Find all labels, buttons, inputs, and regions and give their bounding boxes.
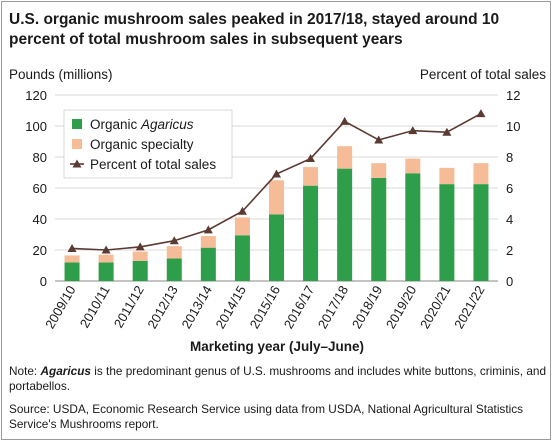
bar-agaricus [132, 260, 148, 281]
x-tick-label: 2010/11 [77, 283, 113, 330]
x-tick-label: 2019/20 [383, 283, 419, 331]
y-tick-label-right: 2 [506, 243, 513, 258]
y-tick-label-left: 20 [33, 243, 47, 258]
y-tick-label-left: 80 [33, 150, 47, 165]
x-axis-title: Marketing year (July–June) [189, 339, 365, 354]
bar-specialty [200, 236, 216, 248]
percent-marker [272, 169, 281, 178]
bar-agaricus [64, 262, 80, 281]
bar-specialty [303, 167, 319, 186]
bar-agaricus [473, 184, 489, 281]
bar-agaricus [269, 214, 284, 281]
percent-marker [306, 154, 316, 163]
x-tick-label: 2015/16 [247, 283, 283, 331]
bar-specialty [98, 254, 114, 263]
bar-agaricus [303, 185, 319, 281]
y-tick-label-left: 0 [40, 274, 47, 289]
y-tick-label-right: 12 [506, 88, 520, 103]
legend-marker [72, 159, 82, 168]
legend-label: Organic specialty [90, 137, 194, 152]
chart-note: Note: Agaricus is the predominant genus … [9, 364, 549, 394]
legend-swatch-specialty [72, 139, 82, 149]
x-tick-label: 2012/13 [144, 283, 180, 331]
legend-label: Organic Agaricus [90, 117, 194, 132]
y-tick-label-right: 0 [506, 274, 513, 289]
percent-marker [203, 225, 213, 234]
x-tick-label: 2017/18 [315, 283, 351, 331]
percent-marker [67, 243, 77, 252]
y-tick-label-right: 4 [506, 212, 513, 227]
bar-specialty [132, 251, 148, 261]
bar-specialty [439, 167, 455, 185]
percent-marker [237, 206, 247, 215]
legend-swatch-agaricus [72, 119, 82, 129]
percent-marker [374, 135, 384, 144]
bar-agaricus [98, 262, 114, 281]
y-tick-label-right: 10 [506, 119, 520, 134]
chart-source: Source: USDA, Economic Research Service … [9, 402, 524, 431]
y-tick-label-right: 6 [506, 181, 513, 196]
bar-agaricus [439, 184, 455, 281]
x-tick-label: 2021/22 [451, 283, 487, 331]
bar-specialty [269, 180, 284, 215]
percent-marker [476, 109, 486, 118]
legend-label-italic: Agaricus [140, 117, 194, 132]
bar-specialty [166, 246, 182, 259]
percent-marker [340, 116, 350, 125]
bar-specialty [64, 255, 80, 263]
bar-agaricus [337, 168, 353, 281]
x-tick-label: 2011/12 [111, 283, 147, 330]
percent-marker [135, 242, 145, 251]
x-tick-label: 2014/15 [213, 283, 249, 331]
bar-agaricus [405, 173, 421, 281]
legend-label-text: Organic [90, 117, 141, 132]
bar-specialty [337, 146, 353, 169]
x-tick-label: 2013/14 [178, 283, 214, 331]
y-tick-label-right: 8 [506, 150, 513, 165]
y-tick-label-left: 100 [25, 119, 47, 134]
percent-marker [101, 245, 111, 254]
legend-box [63, 109, 233, 179]
percent-marker [408, 126, 418, 135]
y-axis-title-left: Pounds (millions) [9, 67, 113, 82]
x-tick-label: 2018/19 [349, 283, 385, 331]
bar-agaricus [166, 258, 182, 281]
legend-label-text: Percent of total sales [90, 157, 216, 172]
bar-specialty [234, 217, 250, 236]
y-axis-title-right: Percent of total sales [419, 67, 546, 82]
bar-specialty [405, 158, 421, 174]
note-text: is the predominant genus of U.S. mushroo… [9, 364, 547, 393]
bar-agaricus [371, 177, 387, 281]
note-prefix: Note: [9, 364, 41, 378]
legend-label: Percent of total sales [90, 157, 216, 172]
x-tick-label: 2009/10 [42, 283, 78, 331]
percent-marker [442, 127, 452, 136]
y-tick-label-left: 60 [33, 181, 47, 196]
legend-label-text: Organic specialty [90, 137, 194, 152]
x-tick-label: 2016/17 [281, 283, 317, 331]
note-term: Agaricus [40, 364, 91, 378]
y-tick-label-left: 40 [33, 212, 47, 227]
bar-specialty [371, 163, 387, 178]
percent-marker [169, 236, 179, 245]
bar-specialty [473, 163, 489, 185]
x-tick-label: 2020/21 [417, 283, 453, 331]
y-tick-label-left: 120 [25, 88, 47, 103]
bar-agaricus [234, 235, 250, 281]
bar-agaricus [200, 247, 216, 281]
chart-title: U.S. organic mushroom sales peaked in 20… [9, 11, 500, 48]
